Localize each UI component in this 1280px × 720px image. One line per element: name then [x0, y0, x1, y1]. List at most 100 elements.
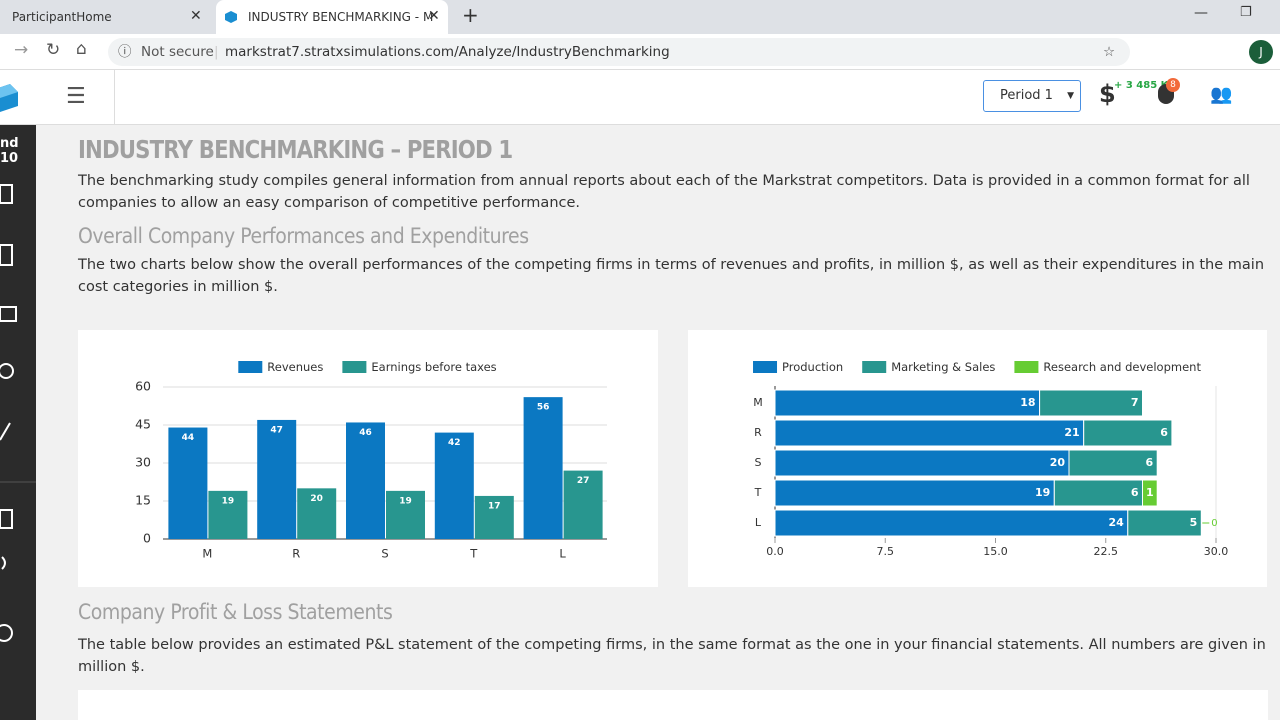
table-panel — [78, 690, 1268, 720]
badge: 8 — [1166, 78, 1180, 92]
y-tick-label: S — [755, 456, 762, 469]
menu[interactable]: ☰ — [66, 84, 86, 109]
bar — [297, 488, 337, 539]
divider: | — [214, 44, 219, 60]
page-title: INDUSTRY BENCHMARKING – PERIOD 1 — [78, 135, 513, 164]
data-label: 20 — [1050, 456, 1066, 469]
x-tick-label: 15.0 — [983, 545, 1008, 558]
bar-segment — [774, 449, 1070, 477]
period: Period 1 — [1000, 88, 1053, 103]
tab-strip: ParticipantHome INDUSTRY BENCHMARKING - … — [0, 0, 1280, 34]
section-heading: Overall Company Performances and Expendi… — [78, 224, 529, 248]
bar — [563, 470, 603, 539]
bar-segment — [1068, 449, 1158, 477]
legend-label: Research and development — [1043, 360, 1201, 374]
security: Not secure — [141, 44, 214, 60]
y-tick-label: 60 — [135, 379, 151, 394]
legend-label: Revenues — [267, 360, 323, 374]
x-tick-label: M — [202, 547, 212, 561]
bar — [386, 490, 425, 539]
budget: + 3 485 K$ — [1114, 80, 1176, 91]
section-text: The two charts below show the overall pe… — [78, 257, 1265, 295]
legend-swatch — [1014, 361, 1039, 373]
period-select[interactable]: Period 1 ▼ — [983, 80, 1081, 112]
data-label: 20 — [310, 494, 323, 504]
intro: The benchmarking study compiles general … — [78, 173, 1250, 211]
data-label: 21 — [1064, 426, 1079, 439]
bookmark[interactable]: ☆ — [1103, 44, 1116, 60]
forward[interactable]: → — [14, 40, 29, 60]
bar-segment — [1083, 419, 1173, 447]
bar — [346, 422, 385, 539]
content-lower: Company Profit & Loss Statements The tab… — [78, 600, 1268, 678]
legend-swatch — [862, 361, 887, 373]
bar-segment — [1053, 479, 1143, 507]
legend-label: Marketing & Sales — [891, 360, 995, 374]
caret: ▼ — [1067, 91, 1074, 101]
x-tick-label: L — [559, 547, 566, 561]
x-tick-label: 0.0 — [766, 545, 784, 558]
bar-segment — [774, 389, 1041, 417]
tab[interactable]: ParticipantHome — [12, 10, 112, 24]
close-tab[interactable]: ✕ — [428, 8, 440, 24]
legend-swatch — [753, 361, 778, 373]
data-label: 19 — [1035, 486, 1050, 499]
chart-panel: Production Marketing & Sales Research and … — [688, 330, 1267, 587]
chart-panel: Revenues Earnings before taxes 0 15 30 45 60 M 4… — [78, 330, 658, 587]
minimize[interactable]: — — [1194, 5, 1208, 21]
restore[interactable]: ❐ — [1240, 5, 1252, 20]
x-tick-label: 30.0 — [1204, 545, 1229, 558]
data-label: 18 — [1020, 396, 1035, 409]
close-tab[interactable]: ✕ — [190, 8, 202, 24]
data-label: 27 — [577, 476, 590, 486]
chart: Revenues Earnings before taxes 0 15 30 45 60 M 4… — [135, 360, 607, 561]
bar — [257, 419, 297, 539]
home[interactable]: ⌂ — [76, 39, 87, 59]
x-tick-label: R — [292, 547, 300, 561]
bar — [208, 490, 248, 539]
x-tick-label: 7.5 — [877, 545, 895, 558]
legend-label: Earnings before taxes — [371, 360, 496, 374]
bar-segment — [1142, 479, 1158, 507]
x-tick-label: 22.5 — [1094, 545, 1119, 558]
x-tick-label: S — [381, 547, 388, 561]
y-tick-label: 45 — [135, 417, 151, 432]
content: INDUSTRY BENCHMARKING – PERIOD 1 The ben… — [78, 125, 1268, 298]
data-label: 42 — [448, 438, 461, 448]
avatar[interactable]: J — [1249, 40, 1273, 64]
team-icon[interactable]: 👥 — [1210, 84, 1233, 105]
data-label: 44 — [182, 433, 195, 443]
info-icon: ⓘ — [118, 44, 132, 60]
chart: Production Marketing & Sales Research and … — [753, 360, 1229, 558]
tab[interactable]: INDUSTRY BENCHMARKING - M — [216, 0, 448, 34]
x-tick-label: T — [469, 547, 478, 561]
bar-segment — [1127, 509, 1202, 537]
bar — [434, 432, 474, 539]
y-tick-label: R — [754, 426, 762, 439]
data-label: 19 — [399, 496, 412, 506]
data-label: 5 — [1190, 516, 1198, 529]
legend-swatch — [342, 361, 367, 373]
bar — [168, 427, 208, 539]
data-label: 17 — [488, 501, 501, 511]
y-tick-label: T — [754, 486, 762, 499]
round-label: nd 10 — [0, 136, 19, 166]
data-label: 46 — [359, 428, 372, 438]
data-label: 0 — [1211, 518, 1217, 529]
url: markstrat7.stratxsimulations.com/Analyze… — [225, 44, 670, 60]
data-label: 1 — [1146, 486, 1154, 499]
sidebar-icons — [0, 184, 36, 642]
legend-label: Production — [782, 360, 843, 374]
data-label: 19 — [222, 496, 235, 506]
bar-segment — [774, 509, 1129, 537]
data-label: 7 — [1131, 396, 1139, 409]
reload[interactable]: ↻ — [46, 40, 61, 60]
omnibox[interactable]: ⓘ Not secure | markstrat7.stratxsimulati… — [108, 38, 1130, 66]
new-tab[interactable]: + — [462, 3, 479, 27]
y-tick-label: 30 — [135, 455, 151, 470]
bar — [474, 495, 514, 539]
bar — [523, 397, 563, 539]
data-label: 6 — [1146, 456, 1154, 469]
